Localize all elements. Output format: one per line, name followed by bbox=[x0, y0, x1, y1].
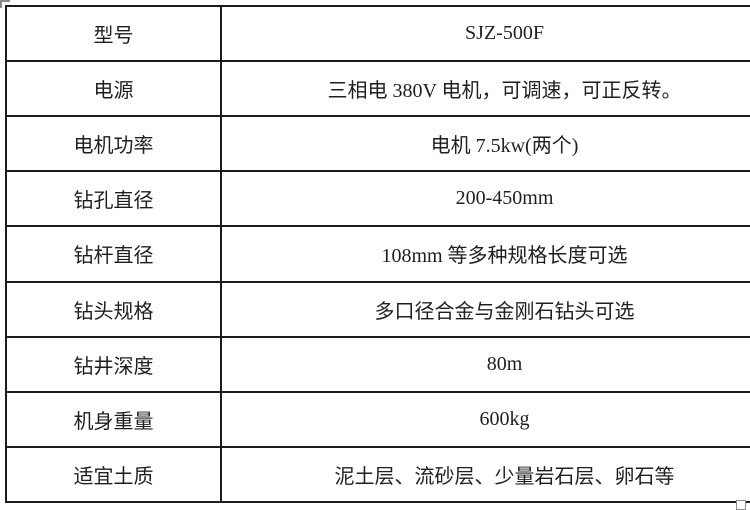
spec-label: 钻孔直径 bbox=[5, 170, 222, 228]
spec-label: 钻井深度 bbox=[5, 335, 222, 393]
table-row: 电机功率 电机 7.5kw(两个) bbox=[5, 115, 750, 173]
spec-label: 型号 bbox=[5, 4, 222, 63]
spec-value: 三相电 380V 电机，可调速，可正反转。 bbox=[220, 60, 750, 118]
table-row: 钻孔直径 200-450mm bbox=[5, 170, 750, 228]
spec-value: 600kg bbox=[220, 390, 750, 448]
spec-value: 80m bbox=[220, 335, 750, 393]
spec-label: 机身重量 bbox=[5, 390, 222, 448]
spec-table: 型号 SJZ-500F 电源 三相电 380V 电机，可调速，可正反转。 电机功… bbox=[5, 4, 750, 504]
spec-label: 钻杆直径 bbox=[5, 225, 222, 283]
table-row: 钻井深度 80m bbox=[5, 335, 750, 393]
spec-value: SJZ-500F bbox=[220, 4, 750, 63]
spec-value: 泥土层、流砂层、少量岩石层、卵石等 bbox=[220, 445, 750, 504]
spec-value: 108mm 等多种规格长度可选 bbox=[220, 225, 750, 283]
spec-value: 200-450mm bbox=[220, 170, 750, 228]
table-row: 钻杆直径 108mm 等多种规格长度可选 bbox=[5, 225, 750, 283]
spec-label: 电机功率 bbox=[5, 115, 222, 173]
table-resize-handle-icon[interactable] bbox=[736, 500, 746, 510]
spec-value: 多口径合金与金刚石钻头可选 bbox=[220, 280, 750, 338]
spec-label: 适宜土质 bbox=[5, 445, 222, 504]
table-row: 型号 SJZ-500F bbox=[5, 4, 750, 63]
table-row: 电源 三相电 380V 电机，可调速，可正反转。 bbox=[5, 60, 750, 118]
table-row: 适宜土质 泥土层、流砂层、少量岩石层、卵石等 bbox=[5, 445, 750, 504]
spec-value: 电机 7.5kw(两个) bbox=[220, 115, 750, 173]
table-move-handle-icon[interactable] bbox=[0, 0, 10, 8]
table-row: 机身重量 600kg bbox=[5, 390, 750, 448]
spec-label: 电源 bbox=[5, 60, 222, 118]
table-row: 钻头规格 多口径合金与金刚石钻头可选 bbox=[5, 280, 750, 338]
spec-label: 钻头规格 bbox=[5, 280, 222, 338]
